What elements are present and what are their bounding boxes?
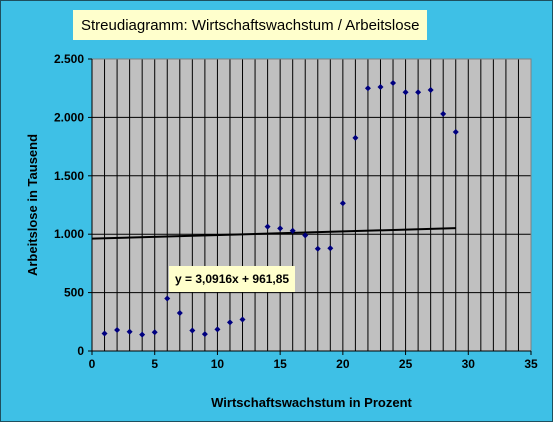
x-tick-label: 25 [399,357,413,371]
data-point [139,331,146,338]
trendline-equation-text: y = 3,0916x + 961,85 [175,272,290,286]
data-point [302,232,309,239]
data-point [277,225,284,232]
data-point [126,328,133,335]
x-tick-label: 15 [273,357,287,371]
data-point [440,110,447,117]
y-axis-tick-labels: 0 500 1.000 1.500 2.000 2.500 [54,52,92,358]
data-point [314,245,321,252]
data-point [427,86,434,93]
y-tick-label: 1.500 [54,169,84,183]
x-axis-tick-labels: 0 5 10 15 20 25 30 35 [89,351,538,371]
chart-title: Streudiagramm: Wirtschaftswachstum / Arb… [73,10,428,40]
x-tick-label: 35 [524,357,538,371]
data-point [402,89,409,96]
vertical-gridlines [104,59,519,351]
data-point [327,245,334,252]
data-point [214,326,221,333]
data-point [101,330,108,337]
y-tick-label: 2.000 [54,110,84,124]
x-tick-label: 0 [89,357,96,371]
data-point [226,319,233,326]
x-tick-label: 30 [462,357,476,371]
data-point [390,79,397,86]
data-point [377,84,384,91]
data-point [164,295,171,302]
data-point [264,223,271,230]
data-point [339,200,346,207]
data-point [114,326,121,333]
x-tick-label: 10 [211,357,225,371]
trendline-equation-label: y = 3,0916x + 961,85 [169,266,296,292]
y-tick-label: 0 [77,344,84,358]
chart-title-text: Streudiagramm: Wirtschaftswachstum / Arb… [81,16,420,34]
y-axis-title: Arbeitslose in Tausend [25,134,40,276]
trendline [91,227,456,240]
y-tick-label: 1.000 [54,227,84,241]
plot-area [92,59,531,351]
x-tick-label: 20 [336,357,350,371]
y-tick-label: 2.500 [54,52,84,66]
data-point [239,316,246,323]
data-point [176,310,183,317]
data-point [201,331,208,338]
data-point [364,85,371,92]
data-point [452,129,459,135]
data-point [352,134,359,141]
y-tick-label: 500 [64,286,84,300]
data-point [289,227,296,234]
x-tick-label: 5 [151,357,158,371]
data-points [101,79,459,338]
axes [91,59,531,352]
data-point [415,89,422,96]
x-axis-title: Wirtschaftswachstum in Prozent [211,395,412,410]
data-point [151,329,158,336]
data-point [189,327,196,334]
